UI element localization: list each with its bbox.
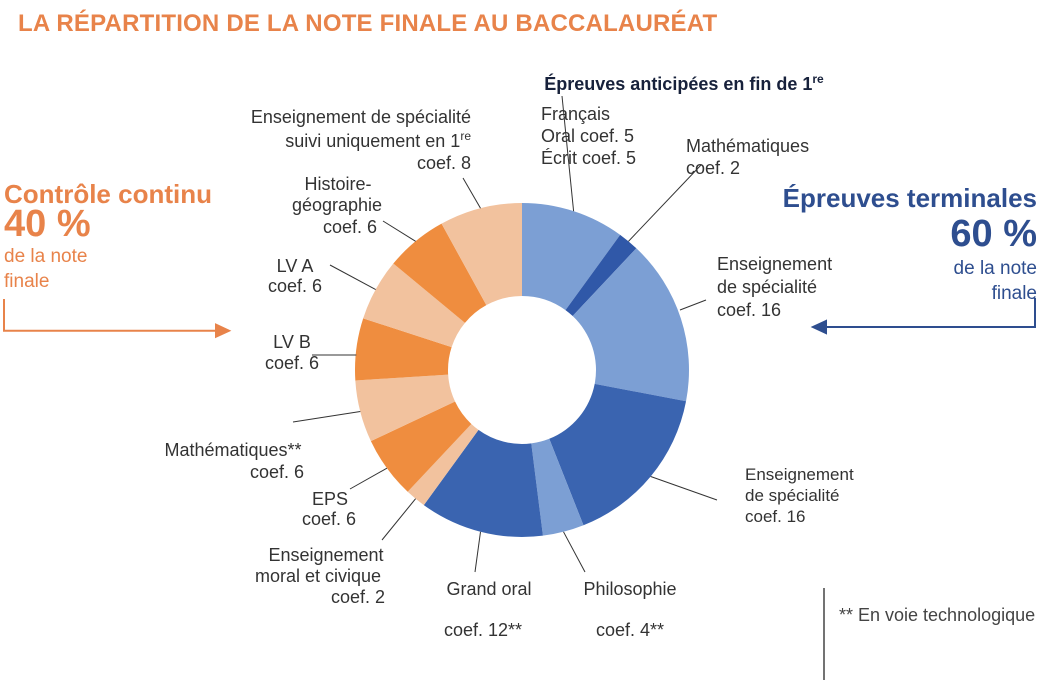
svg-text:Mathématiques**: Mathématiques** [164, 440, 301, 460]
svg-text:40 %: 40 % [4, 203, 91, 245]
svg-text:coef. 16: coef. 16 [717, 300, 781, 320]
svg-text:EPS: EPS [312, 489, 348, 509]
svg-text:coef. 6: coef. 6 [323, 217, 377, 237]
svg-text:LV B: LV B [273, 332, 311, 352]
svg-text:Oral coef. 5: Oral coef. 5 [541, 126, 634, 146]
svg-text:Français: Français [541, 104, 610, 124]
svg-text:de la note: de la note [954, 258, 1037, 279]
svg-text:** En voie technologique: ** En voie technologique [839, 605, 1035, 625]
svg-text:coef. 2: coef. 2 [331, 587, 385, 607]
svg-text:finale: finale [4, 271, 49, 292]
svg-text:coef. 12**: coef. 12** [444, 620, 522, 640]
svg-text:de spécialité: de spécialité [717, 277, 817, 297]
svg-text:Enseignement: Enseignement [717, 254, 832, 274]
svg-text:moral et civique: moral et civique [255, 566, 381, 586]
svg-text:60 %: 60 % [950, 213, 1037, 255]
svg-text:Mathématiques: Mathématiques [686, 136, 809, 156]
svg-text:Grand oral: Grand oral [446, 579, 531, 599]
svg-text:coef. 2: coef. 2 [686, 158, 740, 178]
svg-text:coef. 6: coef. 6 [250, 462, 304, 482]
svg-text:coef. 6: coef. 6 [265, 353, 319, 373]
svg-text:Enseignement de spécialité: Enseignement de spécialité [251, 107, 471, 127]
svg-text:coef. 6: coef. 6 [268, 276, 322, 296]
svg-text:LV A: LV A [277, 256, 314, 276]
svg-text:Épreuves anticipées en fin de: Épreuves anticipées en fin de 1re [544, 72, 824, 94]
svg-text:Enseignement: Enseignement [745, 465, 854, 484]
svg-text:coef. 4**: coef. 4** [596, 620, 664, 640]
svg-text:Histoire-: Histoire- [304, 174, 371, 194]
svg-text:géographie: géographie [292, 195, 382, 215]
svg-text:Philosophie: Philosophie [583, 579, 676, 599]
svg-text:Écrit coef. 5: Écrit coef. 5 [541, 148, 636, 168]
svg-text:coef. 16: coef. 16 [745, 507, 806, 526]
svg-text:suivi uniquement en 1re: suivi uniquement en 1re [285, 129, 471, 151]
svg-text:finale: finale [992, 283, 1037, 304]
svg-text:de la note: de la note [4, 246, 87, 267]
svg-text:coef. 8: coef. 8 [417, 153, 471, 173]
svg-text:Épreuves terminales: Épreuves terminales [783, 183, 1037, 213]
svg-text:Enseignement: Enseignement [268, 545, 383, 565]
svg-text:de spécialité: de spécialité [745, 486, 840, 505]
svg-text:coef. 6: coef. 6 [302, 509, 356, 529]
